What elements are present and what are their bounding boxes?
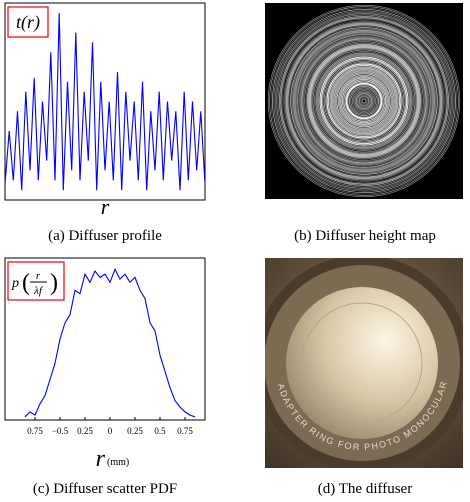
lens-glass [286,287,438,439]
ring [302,39,426,163]
lens-inner-ring [301,302,423,424]
ring [343,80,385,122]
ring [307,44,421,158]
diffuser-photo: ADAPTER RING FOR PHOTO MONOCULAR [265,258,463,468]
ring [313,50,415,152]
ring [270,7,458,195]
ring [355,92,373,110]
ring [337,74,391,128]
ring [281,18,447,184]
ring [325,62,403,140]
ring [340,77,388,125]
y-label-func: p [11,276,19,291]
ring [326,63,402,139]
ring [285,22,443,180]
ring [279,16,449,186]
ring [330,67,398,135]
y-label-paren: ( [22,270,30,296]
x-tick-label: 0.5 [154,426,166,436]
x-tick-label: 0.75 [27,426,43,436]
x-label: r [96,446,106,472]
ring [354,91,374,111]
y-label: t(r) [16,12,40,33]
ring [276,13,452,189]
ring [351,88,377,114]
ring [316,53,412,149]
ring [297,34,431,168]
x-label-unit: (mm) [107,457,129,468]
ring [358,95,370,107]
ring [344,81,384,121]
ring [315,52,413,150]
y-label-paren: ) [50,270,58,296]
y-label-num: r [36,270,41,282]
ring [322,59,406,143]
ring [274,11,454,191]
ring [298,35,430,167]
caption: (c) Diffuser scatter PDF [33,481,177,497]
ring [301,38,427,164]
x-tick-label: 0.75 [177,426,193,436]
plot-frame [4,257,206,421]
caption: (b) Diffuser height map [294,228,436,244]
ring [272,9,456,193]
ring [273,10,455,192]
x-tick-label: 0.25 [77,426,93,436]
ring [309,46,419,156]
ring [353,90,375,112]
ring [319,56,409,146]
caption: (a) Diffuser profile [48,228,162,244]
ring [331,68,397,134]
ring [348,85,380,117]
line [4,12,206,191]
ring [345,82,383,120]
ring [284,21,444,181]
x-label: r [101,194,110,219]
y-label-den: λf [33,285,44,297]
ring [320,57,408,145]
ring [312,49,416,153]
ring [287,24,441,178]
ring [299,36,429,166]
plot-frame [4,2,206,201]
ring [350,87,378,115]
line [24,267,196,418]
ring [334,71,394,131]
ring [292,29,436,173]
ring [295,32,433,170]
ring [306,43,422,159]
ring [356,93,372,109]
ring [323,60,405,142]
ring [277,14,451,188]
ring [280,17,448,185]
ring [283,20,445,182]
ring [360,97,368,105]
ring [329,66,399,136]
x-tick-label: 0 [108,426,113,436]
ring [288,25,440,177]
ring [327,64,401,138]
ring [336,73,392,129]
ring [310,47,418,155]
ring [318,55,410,147]
ring [338,75,390,127]
ring [269,6,459,196]
x-tick-label: −0.5 [52,426,69,436]
ring [304,41,424,161]
ring [333,70,395,132]
label-box [7,261,65,301]
ring [291,28,437,174]
label-box [7,6,49,38]
ring [293,30,435,172]
ring [290,27,438,175]
ring [305,42,423,160]
caption: (d) The diffuser [318,481,412,497]
ring [341,78,387,124]
rings [267,4,461,198]
x-tick-label: 0.25 [127,426,143,436]
ring [361,98,367,104]
ring [267,4,461,198]
ring [347,84,381,118]
